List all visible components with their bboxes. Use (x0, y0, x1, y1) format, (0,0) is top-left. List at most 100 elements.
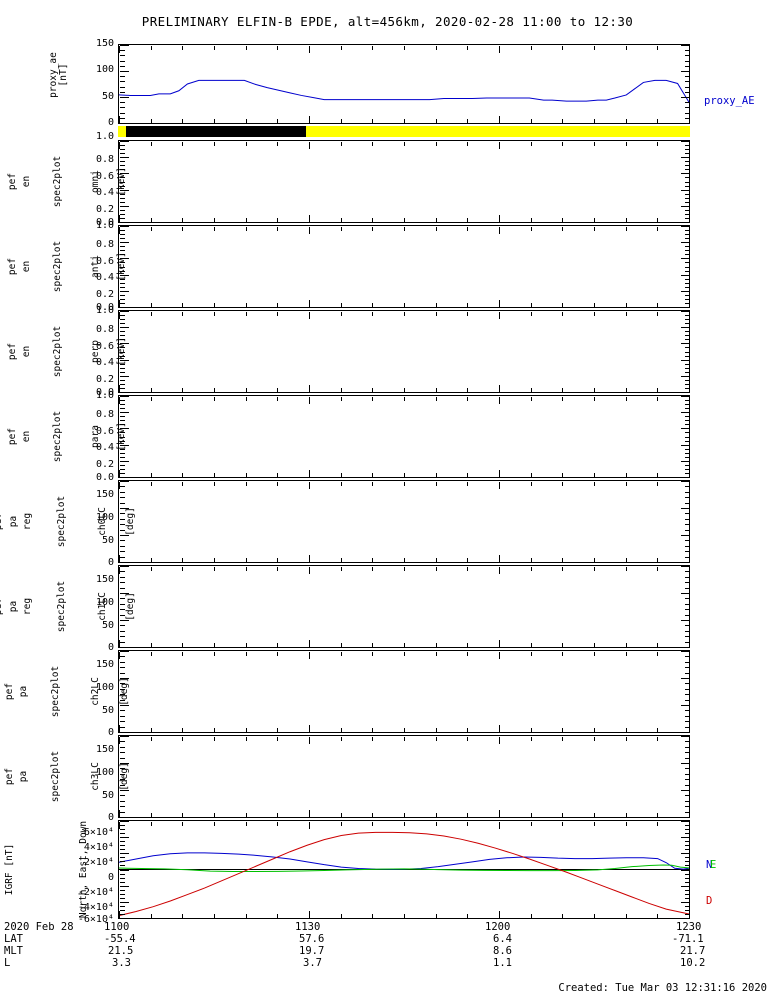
tick-mark (685, 161, 690, 162)
ytick-p3-06: 0.6 (95, 171, 114, 182)
tick-mark (120, 678, 129, 679)
tick-mark (120, 882, 125, 883)
ylabel-line: en (21, 345, 33, 358)
tick-mark (681, 461, 690, 462)
tick-mark (120, 795, 125, 796)
tick-mark (404, 822, 405, 826)
tick-mark (120, 210, 125, 211)
tick-mark (404, 567, 405, 571)
tick-mark (120, 727, 125, 728)
tick-mark (685, 710, 690, 711)
ytick-p5-02: 0.2 (95, 374, 114, 385)
ytick-p7-150: 150 (95, 489, 114, 500)
xaxis-rowlabel-l: L (4, 957, 11, 969)
tick-mark (685, 453, 690, 454)
tick-mark (372, 728, 373, 732)
tick-mark (689, 397, 690, 404)
panel-pa-ch3lc (118, 735, 690, 818)
tick-mark (120, 710, 125, 711)
tick-mark (120, 647, 129, 648)
tick-mark (151, 813, 152, 817)
tick-mark (467, 46, 468, 50)
tick-mark (436, 142, 437, 146)
tick-mark (404, 482, 405, 486)
tick-mark (119, 470, 120, 477)
tick-mark (120, 683, 125, 684)
tick-mark (657, 558, 658, 562)
tick-mark (685, 914, 690, 915)
tick-mark (685, 339, 690, 340)
tick-mark (120, 267, 125, 268)
tick-mark (594, 822, 595, 826)
tick-mark (681, 566, 690, 567)
tick-mark (120, 186, 125, 187)
tick-mark (685, 825, 690, 826)
tick-mark (685, 795, 690, 796)
tick-mark (341, 482, 342, 486)
tick-mark (594, 303, 595, 307)
tick-mark (119, 567, 120, 574)
tick-mark (681, 678, 690, 679)
xvalue-l-1230: 10.2 (680, 957, 706, 969)
tick-mark (681, 821, 690, 822)
tick-mark (685, 331, 690, 332)
xvalue-lat-1230: -71.1 (672, 933, 704, 945)
tick-mark (685, 372, 690, 373)
tick-mark (120, 604, 125, 605)
tick-mark (499, 385, 500, 392)
tick-mark (372, 312, 373, 316)
tick-mark (404, 397, 405, 401)
tick-mark (341, 218, 342, 222)
tick-mark (657, 388, 658, 392)
tick-mark (341, 142, 342, 146)
tick-mark (246, 558, 247, 562)
tick-mark (685, 352, 690, 353)
tick-mark (685, 631, 690, 632)
series-proxy_AE (119, 80, 689, 102)
tick-mark (685, 906, 690, 907)
tick-mark (120, 87, 125, 88)
tick-mark (689, 470, 690, 477)
tick-mark (120, 118, 125, 119)
tick-mark (120, 551, 125, 552)
tick-mark (404, 388, 405, 392)
tick-mark (685, 246, 690, 247)
tick-mark (120, 190, 129, 191)
tick-mark (531, 914, 532, 918)
tick-mark (120, 242, 129, 243)
tick-mark (151, 737, 152, 741)
tick-mark (685, 432, 690, 433)
tick-mark (685, 279, 690, 280)
tick-mark (685, 683, 690, 684)
xvalue-mlt-1100: 21.5 (108, 945, 134, 957)
tick-mark (120, 768, 125, 769)
tick-mark (404, 473, 405, 477)
xvalue-lat-1200: 6.4 (493, 933, 512, 945)
tick-mark (681, 647, 690, 648)
tick-mark (685, 287, 690, 288)
tick-mark (341, 643, 342, 647)
tick-mark (120, 97, 129, 98)
tick-mark (685, 469, 690, 470)
tick-mark (685, 404, 690, 405)
tick-mark (626, 303, 627, 307)
tick-mark (120, 636, 125, 637)
tick-mark (120, 689, 125, 690)
ytick-p8-0: 0 (107, 642, 114, 653)
tick-mark (120, 694, 125, 695)
tick-mark (120, 763, 129, 764)
tick-mark (685, 218, 690, 219)
ylabel-line: spec2plot (49, 750, 61, 803)
tick-mark (151, 397, 152, 401)
tick-mark (681, 141, 690, 142)
tick-mark (681, 428, 690, 429)
tick-mark (120, 821, 129, 822)
tick-mark (120, 486, 125, 487)
tick-mark (467, 473, 468, 477)
tick-mark (681, 190, 690, 191)
tick-mark (404, 227, 405, 231)
tick-mark (182, 558, 183, 562)
tick-mark (685, 551, 690, 552)
ylabel-line: pef (6, 342, 18, 361)
tick-mark (341, 737, 342, 741)
